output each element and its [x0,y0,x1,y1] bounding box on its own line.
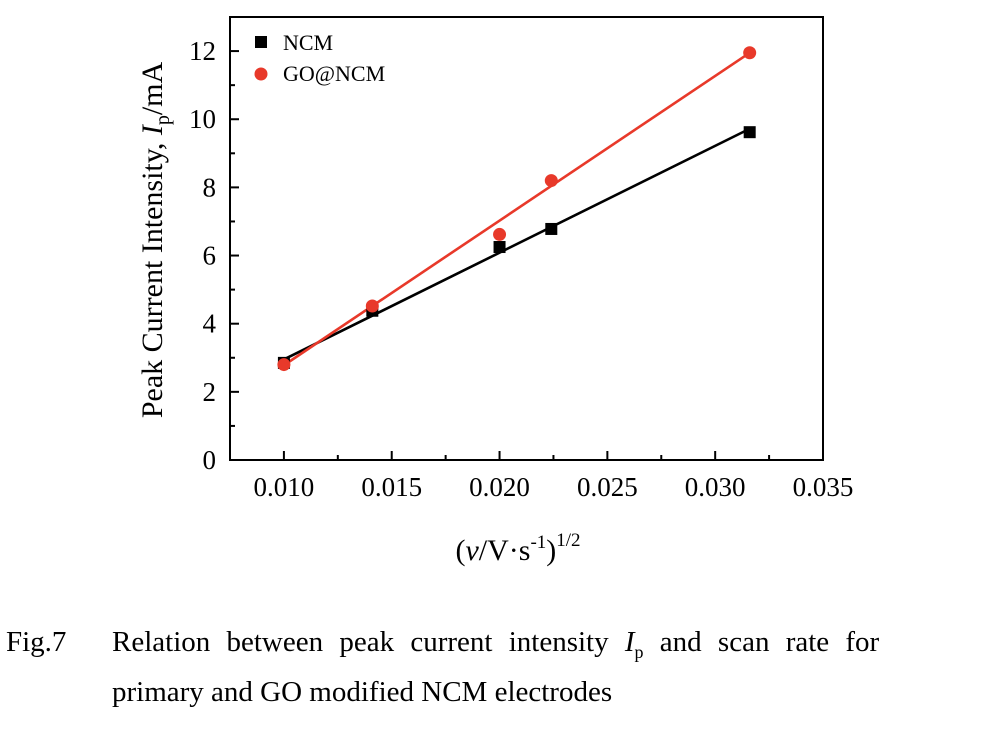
legend-marker-ncm [255,36,267,48]
y-tick-label: 12 [189,36,216,66]
caption-sub-p: p [634,641,644,662]
caption-line-1: Fig.7 Relation between peak current inten… [6,622,996,672]
fit-line-go-ncm [283,51,751,367]
figure-caption: Fig.7 Relation between peak current inten… [6,622,996,712]
data-point-ncm [545,222,558,235]
legend-label-go-ncm: GO@NCM [283,61,385,86]
x-tick-label: 0.025 [577,472,638,502]
caption-text-line2: primary and GO modified NCM electrodes [112,675,613,708]
y-tick-label: 4 [203,309,217,339]
x-axis-title-mid: /V·s [479,534,531,567]
x-tick-label: 0.030 [685,472,746,502]
x-axis-title-italic: v [465,534,479,567]
y-tick-label: 8 [203,172,217,202]
y-axis-title: Peak Current Intensity, Ip/mA [136,62,174,419]
y-tick-label: 6 [203,241,217,271]
x-tick-label: 0.010 [254,472,315,502]
caption-line-2: primary and GO modified NCM electrodes [6,672,996,712]
data-point-go-ncm [493,227,507,241]
legend: NCM GO@NCM [254,30,385,86]
y-axis-title-unit: /mA [136,62,169,116]
y-axis-title-sub: p [152,115,174,125]
caption-text-b: and scan rate for [643,626,880,658]
data-point-go-ncm [544,174,558,188]
data-point-ncm [493,241,506,254]
x-tick-label: 0.020 [469,472,530,502]
y-tick-label: 0 [203,445,217,475]
x-tick-label: 0.035 [793,472,854,502]
data-point-go-ncm [743,46,757,60]
x-axis-title-sup2: 1/2 [556,530,580,551]
legend-label-ncm: NCM [283,30,333,55]
chart: 0.010 0.015 0.020 0.025 0.030 0.035024681012 … [136,16,854,567]
x-axis-title-prefix: ( [455,534,465,567]
x-tick-label: 0.015 [361,472,422,502]
caption-text-a: Relation between peak current intensity [112,626,625,658]
x-axis-title-close: ) [546,534,556,567]
y-axis-title-text: Peak Current Intensity, [136,135,169,418]
plot-frame [229,16,824,461]
y-axis-title-italic: I [136,123,169,136]
fit-line-ncm [283,127,751,361]
y-tick-label: 10 [189,104,216,134]
data-point-ncm [743,126,756,139]
legend-marker-go-ncm [254,67,268,81]
y-tick-label: 2 [203,377,217,407]
x-axis-title-sup1: -1 [530,532,546,553]
caption-figure-label: Fig.7 [6,626,67,658]
x-axis-title: (v/V·s-1)1/2 [455,530,580,567]
data-point-go-ncm [365,299,379,313]
data-point-go-ncm [277,358,291,372]
caption-italic-i: I [624,626,635,658]
